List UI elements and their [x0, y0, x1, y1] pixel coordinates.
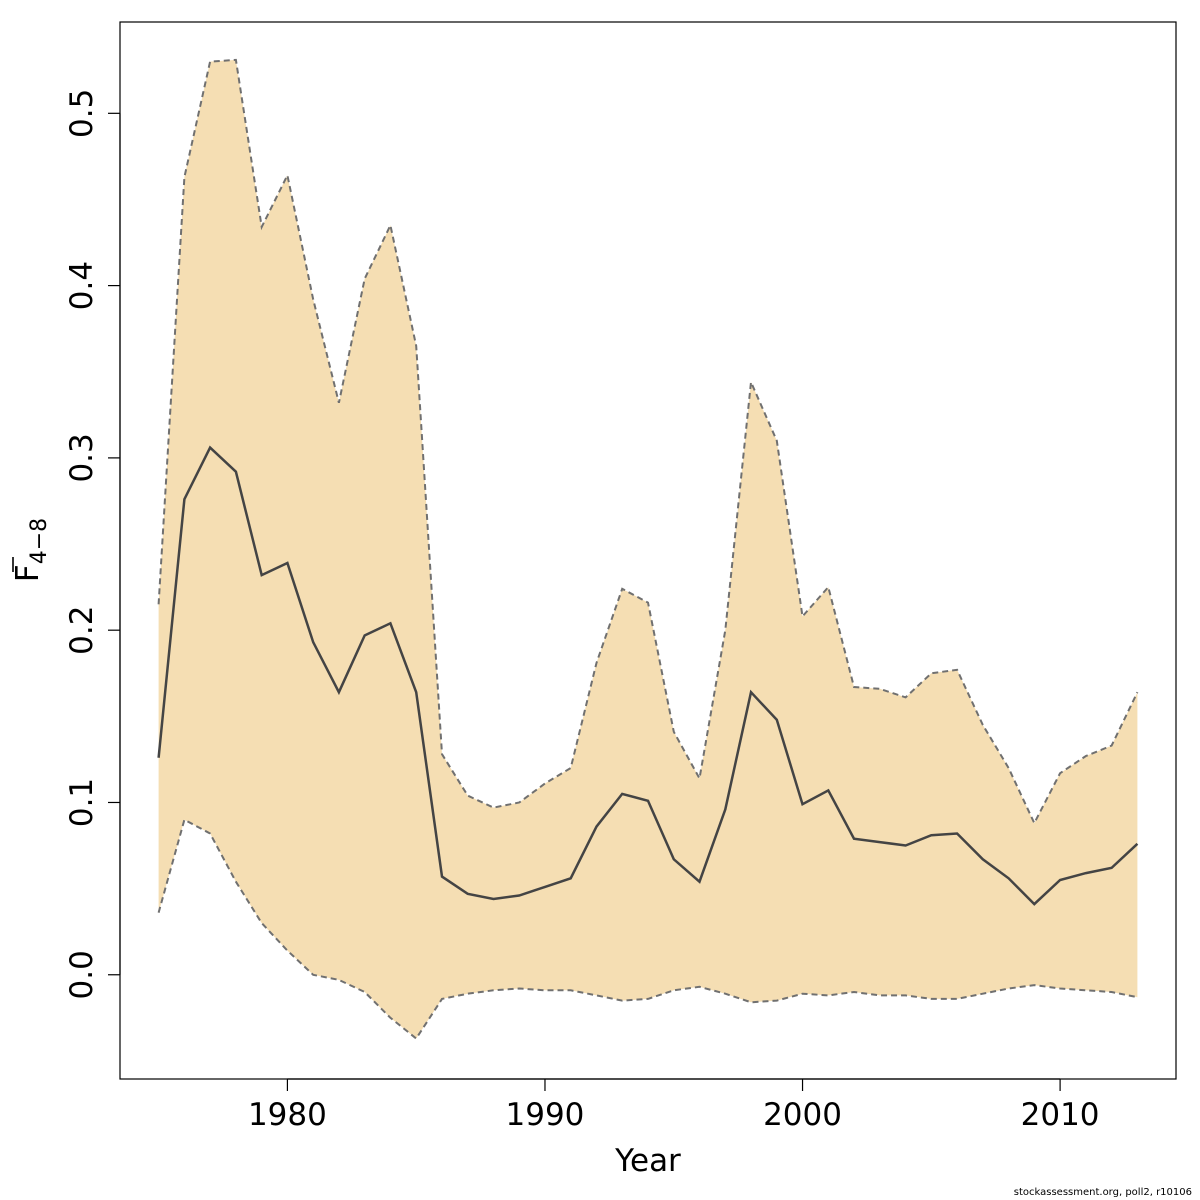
- x-tick-label: 1990: [506, 1097, 585, 1133]
- y-axis: 0.0 0.1 0.2 0.3 0.4 0.5: [64, 89, 121, 999]
- upper-bound-line: [157, 58, 1139, 826]
- y-axis-title-main: F: [10, 564, 46, 582]
- y-tick-label: 0.4: [64, 261, 100, 310]
- x-axis: 1980 1990 2000 2010: [248, 1078, 1100, 1133]
- x-tick-label: 2010: [1021, 1097, 1100, 1133]
- confidence-band: [158, 59, 1138, 1039]
- x-tick-label: 1980: [248, 1097, 327, 1133]
- x-tick-label: 2000: [763, 1097, 842, 1133]
- y-tick-label: 0.5: [64, 89, 100, 138]
- y-tick-label: 0.2: [64, 606, 100, 655]
- y-tick-label: 0.0: [64, 950, 100, 999]
- x-axis-title: Year: [614, 1143, 681, 1179]
- y-tick-label: 0.1: [64, 778, 100, 827]
- footer-credit: stockassessment.org, poll2, r10106: [1013, 1187, 1192, 1198]
- y-axis-title: F4−8: [10, 518, 52, 582]
- y-axis-title-subscript: 4−8: [27, 518, 52, 564]
- lower-bound-line: [157, 818, 1138, 1040]
- y-tick-label: 0.3: [64, 433, 100, 482]
- svg-text:F4−8: F4−8: [10, 518, 52, 582]
- estimate-line: [157, 445, 1139, 906]
